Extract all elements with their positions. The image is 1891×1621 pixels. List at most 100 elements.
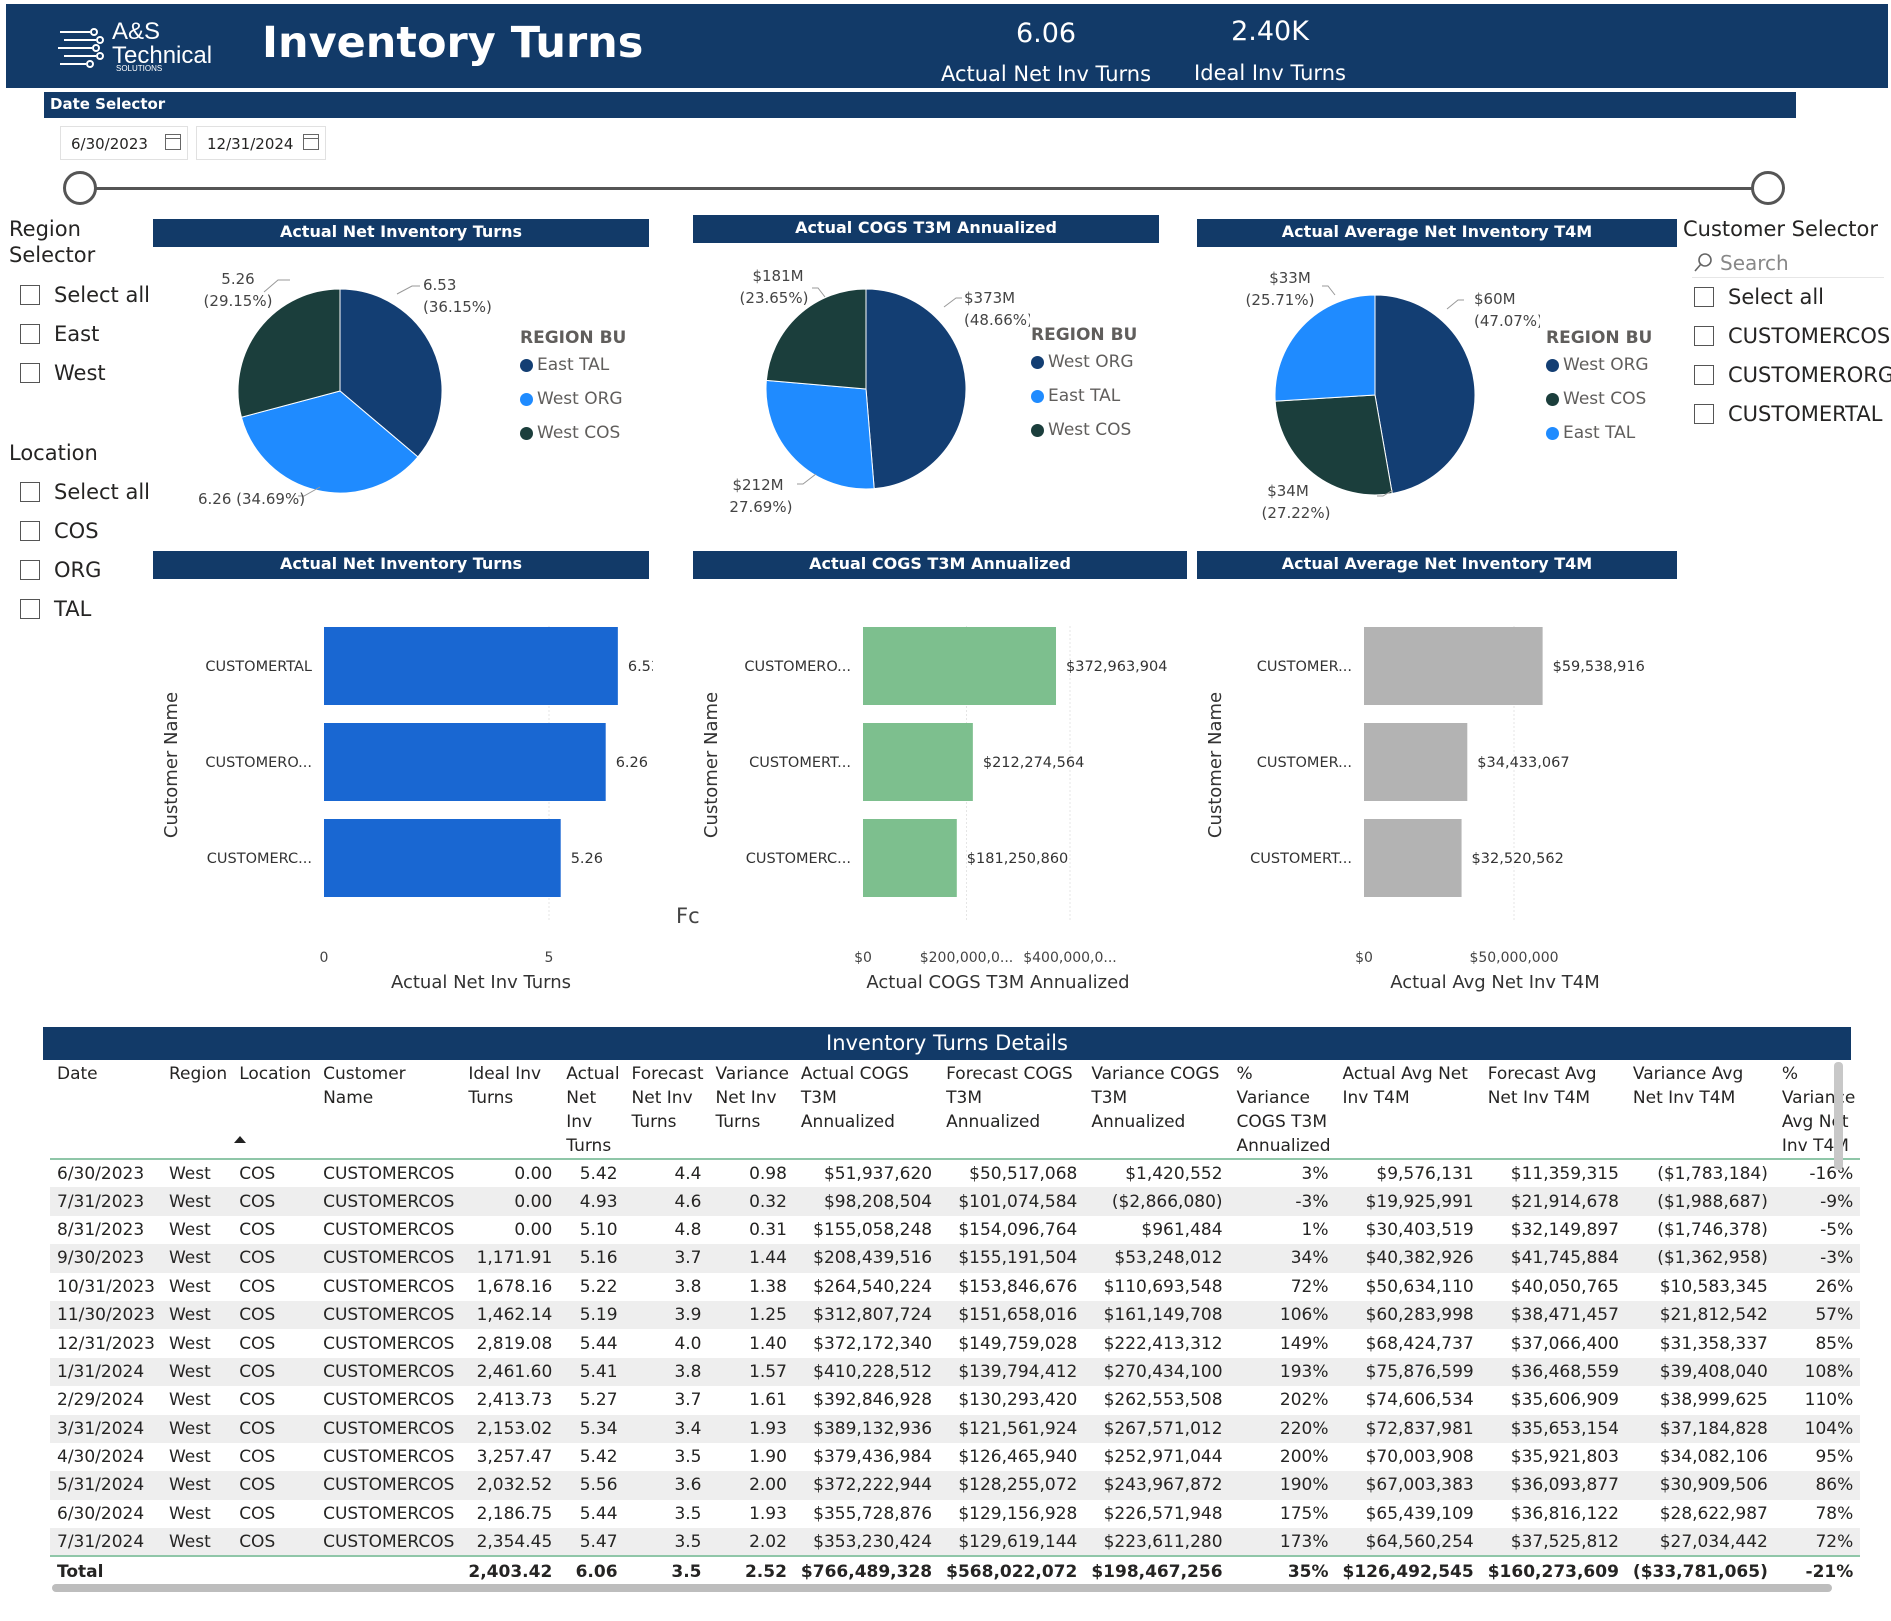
table-row[interactable]: 10/31/2023 West COS CUSTOMERCOS 1,678.16 5.22… xyxy=(50,1273,1860,1301)
pie-slice-west-org[interactable] xyxy=(240,390,419,494)
bar[interactable] xyxy=(1364,627,1543,705)
checkbox[interactable] xyxy=(20,285,40,305)
table-row[interactable]: 12/31/2023 West COS CUSTOMERCOS 2,819.08 5.44… xyxy=(50,1329,1860,1357)
column-header[interactable]: Actual COGS T3M Annualized xyxy=(800,1064,909,1132)
column-header[interactable]: Actual Net Inv Turns xyxy=(566,1064,620,1156)
column-header[interactable]: Forecast Net Inv Turns xyxy=(631,1064,704,1132)
table-row[interactable]: 5/31/2024 West COS CUSTOMERCOS 2,032.52 5.56 3… xyxy=(50,1471,1861,1500)
table-row[interactable]: 7/31/2024 West COS CUSTOMERCOS 2,354.45 5.47 3… xyxy=(50,1528,1861,1557)
column-header[interactable]: Variance COGS T3M Annualized xyxy=(1091,1064,1220,1132)
table-row[interactable]: 3/31/2024 West COS CUSTOMERCOS 2,153.02 5.34 3… xyxy=(50,1414,1861,1443)
legend-item[interactable]: West COS xyxy=(1546,382,1652,416)
table-row[interactable]: 2/29/2024 West COS CUSTOMERCOS 2,413.73 5.27 3… xyxy=(50,1386,1860,1414)
legend-item[interactable]: West ORG xyxy=(1031,345,1137,379)
pie-chart-2-legend: REGION BU West ORG East TAL West COS xyxy=(1031,325,1137,447)
column-header[interactable]: Variance Avg Net Inv T4M xyxy=(1632,1064,1744,1108)
table-cell: $40,050,765 xyxy=(1510,1276,1619,1297)
bar[interactable] xyxy=(863,723,973,801)
column-header[interactable]: Customer Name xyxy=(323,1064,406,1108)
pie-slice-west-cos[interactable] xyxy=(1274,394,1393,496)
legend-item[interactable]: West COS xyxy=(520,416,626,450)
total-cell: 3.5 xyxy=(624,1555,709,1587)
bar[interactable] xyxy=(324,627,618,705)
table-cell: $961,484 xyxy=(1141,1219,1223,1240)
sort-ascending-icon[interactable] xyxy=(234,1136,246,1143)
bar[interactable] xyxy=(324,723,606,801)
bar[interactable] xyxy=(863,819,957,897)
data-label: $32,520,562 xyxy=(1472,851,1564,867)
bar[interactable] xyxy=(324,819,561,897)
table-row[interactable]: 6/30/2023 West COS CUSTOMERCOS 0.00 5.42 4.4 0.… xyxy=(50,1157,1861,1188)
column-header[interactable]: % Variance COGS T3M Annualized xyxy=(1236,1064,1331,1156)
checkbox[interactable] xyxy=(1694,287,1714,307)
table-row[interactable]: 1/31/2024 West COS CUSTOMERCOS 2,461.60 5.41 3… xyxy=(50,1357,1861,1387)
checkbox[interactable] xyxy=(1694,326,1714,346)
column-header[interactable]: % Variance Avg Net Inv T4M xyxy=(1781,1064,1856,1156)
table-horizontal-scrollbar[interactable] xyxy=(52,1584,1832,1592)
table-row[interactable]: 7/31/2023 West COS CUSTOMERCOS 0.00 4.93 4.6 0.… xyxy=(50,1187,1861,1216)
pie-slice-east-tal[interactable] xyxy=(339,288,443,458)
region-option-east[interactable]: East xyxy=(20,319,150,349)
column-header[interactable]: Region xyxy=(168,1064,228,1084)
calendar-icon[interactable] xyxy=(303,134,319,150)
pie-slice-west-cos[interactable] xyxy=(765,288,867,390)
checkbox[interactable] xyxy=(20,482,40,502)
table-row[interactable]: 6/30/2024 West COS CUSTOMERCOS 2,186.75 5.44 3… xyxy=(50,1500,1860,1528)
calendar-icon[interactable] xyxy=(165,134,181,150)
end-date-input[interactable]: 12/31/2024 xyxy=(196,126,326,160)
start-date-input[interactable]: 6/30/2023 xyxy=(60,126,188,160)
region-slicer-title: Region Selector xyxy=(9,216,95,268)
region-option-select-all[interactable]: Select all xyxy=(20,280,150,310)
slider-start-handle[interactable] xyxy=(63,171,97,205)
pie-slice-west-org[interactable] xyxy=(1374,294,1476,495)
table-cell: $312,807,724 xyxy=(813,1305,933,1326)
location-option-cos[interactable]: COS xyxy=(20,516,150,546)
pie-slice-west-org[interactable] xyxy=(865,288,967,490)
location-option-org[interactable]: ORG xyxy=(20,555,150,585)
table-cell: $31,358,337 xyxy=(1659,1333,1768,1354)
table-row[interactable]: 4/30/2024 West COS CUSTOMERCOS 3,257.47 5.42 3… xyxy=(50,1443,1860,1471)
legend-item[interactable]: East TAL xyxy=(520,348,626,382)
pie-slice-west-cos[interactable] xyxy=(237,288,341,418)
date-range-slider[interactable] xyxy=(80,187,1768,190)
bar[interactable] xyxy=(863,627,1057,705)
checkbox[interactable] xyxy=(20,324,40,344)
region-option-west[interactable]: West xyxy=(20,358,150,388)
column-header[interactable]: Date xyxy=(57,1064,98,1084)
checkbox[interactable] xyxy=(20,599,40,619)
location-option-select-all[interactable]: Select all xyxy=(20,477,150,507)
column-header[interactable]: Forecast Avg Net Inv T4M xyxy=(1487,1064,1597,1108)
bar[interactable] xyxy=(1364,723,1468,801)
location-option-tal[interactable]: TAL xyxy=(20,594,150,624)
customer-option-customerorg[interactable]: CUSTOMERORG xyxy=(1694,360,1891,390)
column-header[interactable]: Forecast COGS T3M Annualized xyxy=(946,1064,1073,1132)
customer-option-customertal[interactable]: CUSTOMERTAL xyxy=(1694,399,1891,429)
column-header[interactable]: Actual Avg Net Inv T4M xyxy=(1342,1064,1468,1108)
customer-option-customercos[interactable]: CUSTOMERCOS xyxy=(1694,321,1891,351)
table-cell: $252,971,044 xyxy=(1103,1447,1223,1468)
checkbox[interactable] xyxy=(20,363,40,383)
pie-slice-east-tal[interactable] xyxy=(765,379,875,490)
table-row[interactable]: 8/31/2023 West COS CUSTOMERCOS 0.00 5.10 4.8 0.… xyxy=(50,1216,1860,1244)
checkbox[interactable] xyxy=(1694,404,1714,424)
column-header[interactable]: Variance Net Inv Turns xyxy=(715,1064,789,1132)
checkbox[interactable] xyxy=(20,560,40,580)
column-header[interactable]: Ideal Inv Turns xyxy=(468,1064,542,1108)
slider-end-handle[interactable] xyxy=(1751,171,1785,205)
checkbox[interactable] xyxy=(1694,365,1714,385)
table-cell: 1.44 xyxy=(749,1248,787,1269)
table-row[interactable]: 9/30/2023 West COS CUSTOMERCOS 1,171.91 5.16 3… xyxy=(50,1244,1861,1273)
bar[interactable] xyxy=(1364,819,1462,897)
table-vertical-scrollbar[interactable] xyxy=(1834,1062,1843,1170)
customer-option-select-all[interactable]: Select all xyxy=(1694,282,1891,312)
column-header[interactable]: Location xyxy=(239,1064,312,1084)
checkbox[interactable] xyxy=(20,521,40,541)
legend-item[interactable]: East TAL xyxy=(1546,416,1652,450)
table-row[interactable]: 11/30/2023 West COS CUSTOMERCOS 1,462.14 5.19… xyxy=(50,1300,1861,1330)
legend-item[interactable]: West ORG xyxy=(520,382,626,416)
pie-slice-east-tal[interactable] xyxy=(1274,294,1376,402)
customer-search-box[interactable]: Search xyxy=(1692,248,1884,278)
legend-item[interactable]: West ORG xyxy=(1546,348,1652,382)
legend-item[interactable]: West COS xyxy=(1031,413,1137,447)
legend-item[interactable]: East TAL xyxy=(1031,379,1137,413)
